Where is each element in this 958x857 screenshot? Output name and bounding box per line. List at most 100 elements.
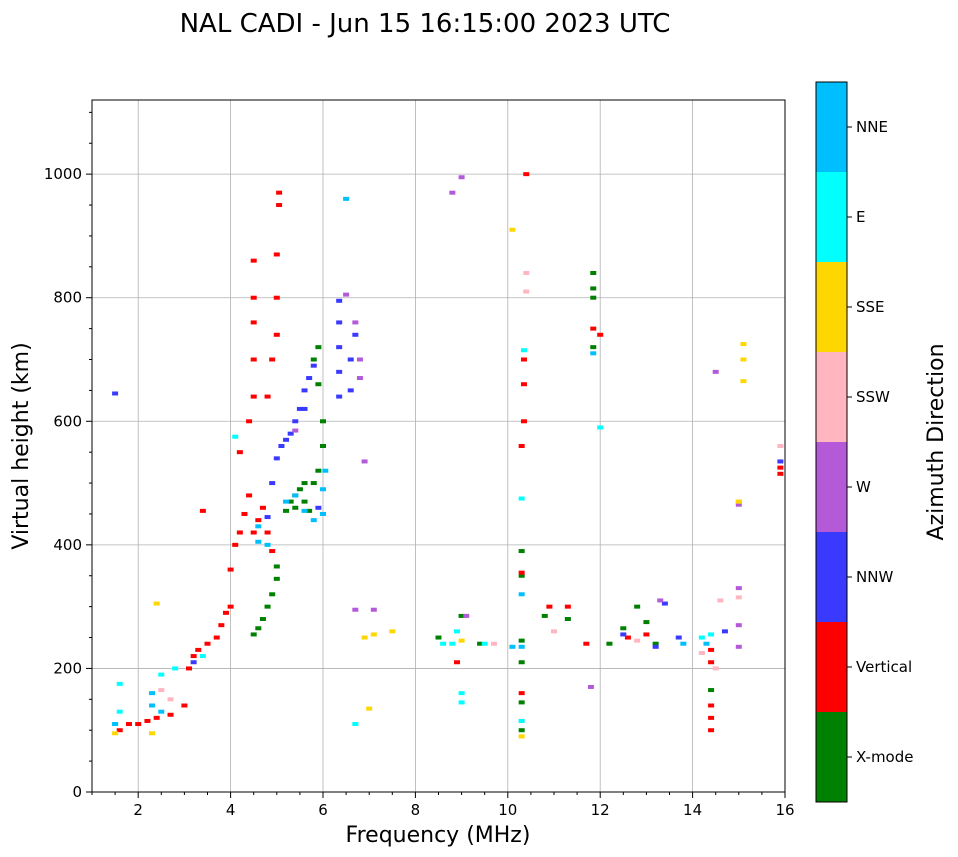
data-point-w bbox=[370, 607, 377, 612]
data-point-vertical bbox=[777, 471, 784, 476]
data-point-ssw bbox=[717, 598, 724, 603]
data-point-vertical bbox=[186, 666, 193, 671]
x-axis: 2 4 6 8 10 12 14 16 bbox=[91, 792, 795, 819]
data-point-x-mode bbox=[269, 592, 276, 597]
data-point-ssw bbox=[634, 638, 641, 643]
data-point-nnw bbox=[301, 388, 308, 393]
data-point-e bbox=[199, 654, 206, 659]
data-point-vertical bbox=[246, 419, 253, 424]
colorbar-segment bbox=[816, 352, 847, 442]
colorbar-segment bbox=[816, 442, 847, 532]
y-tick-label: 600 bbox=[53, 412, 82, 430]
data-point-nne bbox=[149, 703, 156, 708]
data-point-sse bbox=[361, 635, 368, 640]
data-point-vertical bbox=[708, 703, 715, 708]
grid-lines bbox=[92, 100, 786, 793]
data-point-e bbox=[708, 632, 715, 637]
colorbar-segment bbox=[816, 262, 847, 352]
data-point-e bbox=[698, 635, 705, 640]
x-tick-label: 6 bbox=[318, 801, 328, 819]
data-point-e bbox=[458, 691, 465, 696]
data-point-sse bbox=[112, 731, 119, 736]
data-point-vertical bbox=[708, 728, 715, 733]
data-point-w bbox=[587, 684, 594, 689]
data-point-nnw bbox=[301, 406, 308, 411]
data-point-ssw bbox=[735, 595, 742, 600]
data-point-nne bbox=[301, 508, 308, 513]
data-point-e bbox=[158, 672, 165, 677]
data-point-nne bbox=[680, 641, 687, 646]
data-point-vertical bbox=[708, 715, 715, 720]
data-point-nne bbox=[320, 511, 326, 516]
data-point-x-mode bbox=[310, 357, 317, 362]
data-point-vertical bbox=[564, 604, 571, 609]
data-point-vertical bbox=[204, 641, 211, 646]
data-point-e bbox=[172, 666, 179, 671]
data-point-x-mode bbox=[652, 641, 659, 646]
data-point-x-mode bbox=[255, 626, 262, 631]
data-point-vertical bbox=[518, 570, 525, 575]
data-point-sse bbox=[153, 601, 160, 606]
data-point-e bbox=[518, 718, 525, 723]
data-point-nnw bbox=[661, 601, 668, 606]
data-point-sse bbox=[509, 227, 516, 232]
data-point-nne bbox=[255, 524, 262, 529]
data-point-sse bbox=[149, 731, 156, 736]
colorbar-segment bbox=[816, 82, 847, 172]
colorbar-tick-label: Vertical bbox=[856, 658, 912, 676]
data-point-vertical bbox=[250, 357, 257, 362]
data-point-vertical bbox=[518, 444, 525, 448]
data-point-nne bbox=[518, 644, 525, 649]
data-point-x-mode bbox=[310, 481, 317, 486]
data-point-nnw bbox=[264, 515, 271, 520]
data-point-vertical bbox=[520, 382, 527, 387]
data-point-x-mode bbox=[315, 468, 322, 473]
data-point-ssw bbox=[158, 688, 165, 693]
data-point-vertical bbox=[241, 511, 248, 516]
data-point-vertical bbox=[227, 567, 234, 572]
data-point-x-mode bbox=[250, 632, 257, 637]
data-point-e bbox=[597, 425, 604, 430]
data-point-x-mode bbox=[564, 617, 571, 621]
data-point-nnw bbox=[112, 391, 119, 396]
data-point-nne bbox=[292, 493, 299, 498]
data-point-sse bbox=[366, 706, 373, 711]
data-point-vertical bbox=[167, 712, 174, 717]
data-point-vertical bbox=[518, 691, 525, 696]
data-point-e bbox=[453, 629, 460, 634]
data-point-vertical bbox=[125, 722, 132, 727]
data-point-nnw bbox=[347, 357, 354, 362]
data-point-w bbox=[449, 190, 456, 195]
data-point-vertical bbox=[181, 703, 188, 708]
data-point-vertical bbox=[624, 635, 631, 640]
colorbar-tick-label: SSW bbox=[856, 388, 890, 406]
data-point-nnw bbox=[190, 660, 197, 665]
data-point-vertical bbox=[708, 647, 715, 652]
data-point-x-mode bbox=[259, 617, 266, 621]
data-point-w bbox=[356, 357, 363, 362]
data-point-x-mode bbox=[590, 286, 597, 291]
data-point-x-mode bbox=[283, 508, 290, 513]
data-point-w bbox=[352, 320, 359, 325]
data-point-nne bbox=[149, 691, 156, 696]
data-point-x-mode bbox=[518, 573, 525, 578]
data-point-ssw bbox=[167, 697, 174, 702]
data-point-x-mode bbox=[458, 613, 465, 618]
x-axis-label: Frequency (MHz) bbox=[346, 823, 531, 848]
data-point-e bbox=[481, 641, 488, 646]
data-point-x-mode bbox=[301, 481, 308, 486]
data-point-vertical bbox=[236, 450, 243, 455]
colorbar: X-mode Vertical NNW W SSW SSE E NNE bbox=[815, 81, 913, 803]
data-point-nnw bbox=[652, 644, 659, 649]
data-point-vertical bbox=[232, 542, 239, 547]
data-point-nne bbox=[158, 709, 165, 714]
data-point-w bbox=[735, 586, 742, 591]
colorbar-segment bbox=[816, 172, 847, 262]
y-tick-label: 0 bbox=[72, 783, 82, 801]
y-axis: 0 200 400 600 800 1000 bbox=[44, 111, 92, 801]
data-point-nnw bbox=[336, 394, 343, 399]
data-point-vertical bbox=[250, 295, 257, 300]
data-point-ssw bbox=[523, 289, 530, 294]
data-point-vertical bbox=[590, 326, 597, 331]
data-point-nnw bbox=[296, 406, 303, 411]
